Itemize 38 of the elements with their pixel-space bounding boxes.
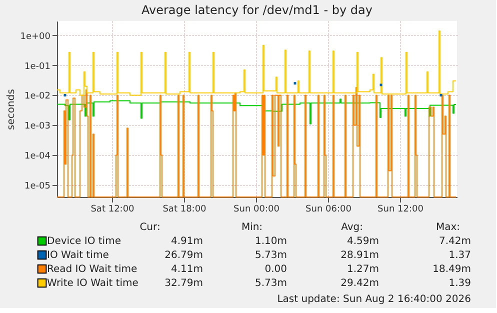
y-tick-label: 1e-01 (24, 62, 50, 72)
y-tick-label: 1e-05 (24, 182, 50, 192)
x-tick-label: Sun 00:00 (234, 204, 280, 214)
chart-title: Average latency for /dev/md1 - by day (142, 3, 372, 17)
legend-label: IO Wait time (47, 250, 109, 261)
text: Min: (241, 222, 263, 233)
x-tick-label: Sun 06:00 (306, 204, 352, 214)
text: 1.10m (254, 236, 287, 247)
x-tick-label: Sun 12:00 (378, 204, 424, 214)
text: 1.27m (346, 264, 379, 275)
text: Avg: (341, 222, 363, 233)
legend-label: Write IO Wait time (47, 278, 138, 289)
y-axis-title: seconds (6, 89, 18, 130)
text: Cur: (140, 222, 160, 233)
y-tick-label: 1e-04 (24, 152, 51, 162)
text: 1.39 (448, 278, 471, 289)
text: 29.42m (340, 278, 379, 289)
legend-label: Device IO time (47, 236, 121, 247)
text: 28.91m (340, 250, 379, 261)
text: 5.73m (254, 250, 287, 261)
text: Last update: Sun Aug 2 16:40:00 2026 (277, 294, 471, 305)
y-tick-label: 1e-03 (24, 122, 50, 132)
text: 5.73m (254, 278, 287, 289)
text: 0.00 (264, 264, 287, 275)
text: 4.59m (346, 236, 379, 247)
text: 26.79m (164, 250, 203, 261)
text: Max: (436, 222, 460, 233)
text: 32.79m (164, 278, 203, 289)
text: 18.49m (432, 264, 471, 275)
y-tick-label: 1e-02 (24, 92, 50, 102)
y-tick-label: 1e+00 (20, 32, 51, 42)
text: 7.42m (438, 236, 471, 247)
x-tick-label: Sat 18:00 (162, 204, 207, 214)
legend-label: Read IO Wait time (47, 264, 138, 275)
text: 1.37 (448, 250, 471, 261)
text: 4.11m (170, 264, 203, 275)
x-tick-label: Sat 12:00 (90, 204, 135, 214)
text: 4.91m (170, 236, 203, 247)
